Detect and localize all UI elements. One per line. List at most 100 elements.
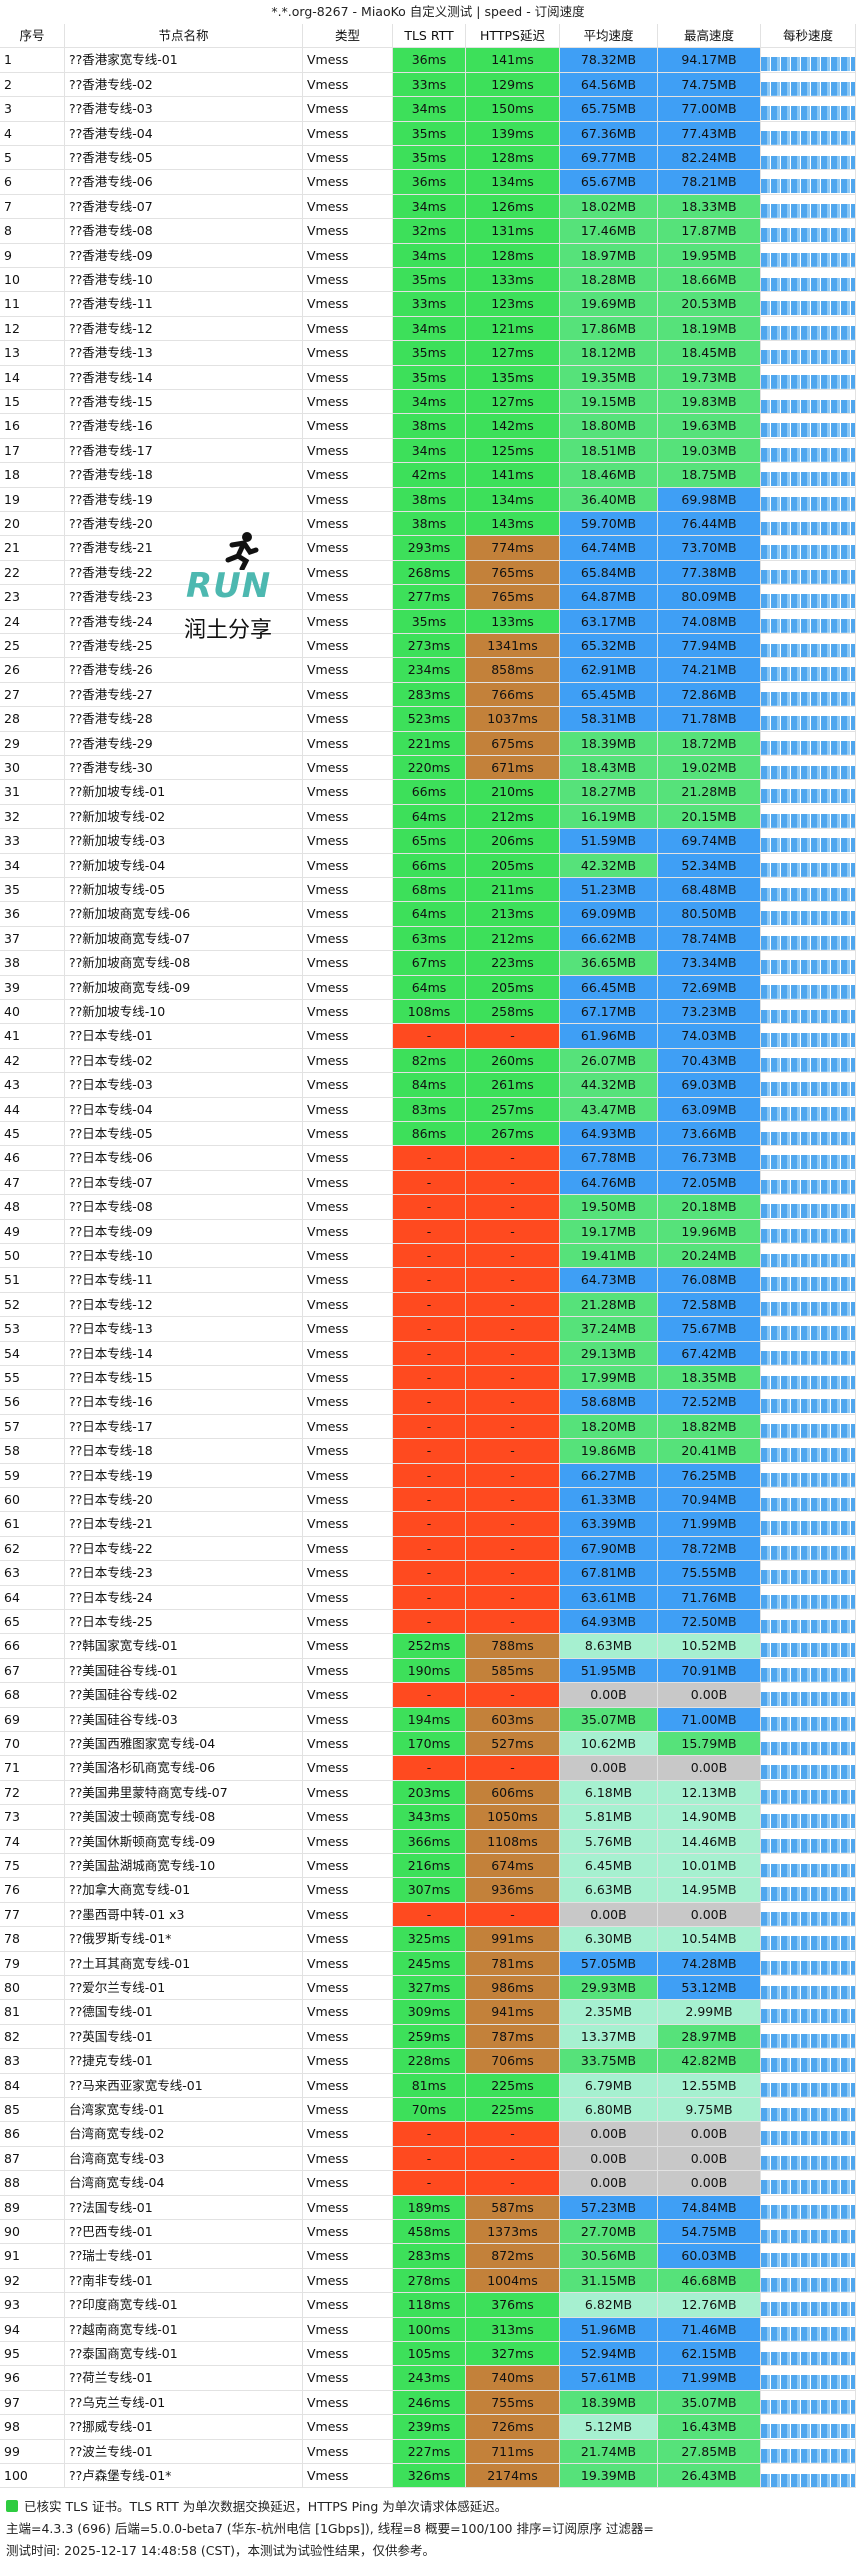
max-speed: 75.67MB — [658, 1317, 761, 1342]
max-speed: 76.44MB — [658, 512, 761, 537]
avg-speed: 27.70MB — [560, 2220, 658, 2245]
row-number: 80 — [0, 1976, 65, 2001]
avg-speed: 59.70MB — [560, 512, 658, 537]
tls-rtt: 38ms — [393, 487, 466, 512]
max-speed: 74.28MB — [658, 1951, 761, 1976]
protocol: Vmess — [303, 2293, 393, 2318]
max-speed: 78.21MB — [658, 170, 761, 195]
tls-rtt: 293ms — [393, 536, 466, 561]
tls-rtt: 366ms — [393, 1829, 466, 1854]
https-latency: 986ms — [466, 1976, 560, 2001]
avg-speed: 51.95MB — [560, 1658, 658, 1684]
node-name: ??俄罗斯专线-01* — [65, 1927, 303, 1952]
max-speed: 63.09MB — [658, 1097, 761, 1122]
protocol: Vmess — [303, 1756, 393, 1781]
row-number: 59 — [0, 1463, 65, 1488]
speed-sparkline — [761, 1488, 856, 1513]
speed-sparkline — [761, 292, 856, 317]
row-number: 30 — [0, 756, 65, 781]
avg-speed: 66.45MB — [560, 975, 658, 1000]
protocol: Vmess — [303, 756, 393, 781]
protocol: Vmess — [303, 487, 393, 512]
node-name: ??美国硅谷专线-01 — [65, 1658, 303, 1684]
speed-sparkline — [761, 1146, 856, 1171]
row-number: 10 — [0, 268, 65, 293]
protocol: Vmess — [303, 414, 393, 439]
tls-rtt: 220ms — [393, 756, 466, 781]
row-number: 67 — [0, 1658, 65, 1684]
https-latency: 225ms — [466, 2098, 560, 2123]
row-number: 68 — [0, 1683, 65, 1708]
tls-rtt: 343ms — [393, 1805, 466, 1830]
avg-speed: 13.37MB — [560, 2024, 658, 2050]
tls-rtt: 66ms — [393, 780, 466, 805]
https-latency: 2174ms — [466, 2464, 560, 2489]
row-number: 19 — [0, 487, 65, 512]
speed-sparkline — [761, 731, 856, 756]
footer-note: 已核实 TLS 证书。TLS RTT 为单次数据交换延迟，HTTPS Ping … — [6, 2496, 507, 2515]
protocol: Vmess — [303, 1683, 393, 1708]
avg-speed: 51.96MB — [560, 2317, 658, 2342]
tls-rtt: 32ms — [393, 219, 466, 244]
row-number: 14 — [0, 365, 65, 390]
row-number: 86 — [0, 2122, 65, 2147]
avg-speed: 67.78MB — [560, 1146, 658, 1171]
tls-rtt: 203ms — [393, 1780, 466, 1806]
speed-sparkline — [761, 1780, 856, 1806]
node-name: ??香港专线-10 — [65, 268, 303, 293]
max-speed: 35.07MB — [658, 2390, 761, 2416]
protocol: Vmess — [303, 72, 393, 98]
row-number: 33 — [0, 829, 65, 854]
row-number: 92 — [0, 2268, 65, 2294]
node-name: 台湾商宽专线-03 — [65, 2146, 303, 2172]
https-latency: 121ms — [466, 316, 560, 342]
row-number: 82 — [0, 2024, 65, 2050]
tls-rtt: 64ms — [393, 804, 466, 830]
node-name: ??马来西亚家宽专线-01 — [65, 2073, 303, 2098]
https-latency: 941ms — [466, 2000, 560, 2025]
max-speed: 78.72MB — [658, 1536, 761, 1562]
protocol: Vmess — [303, 707, 393, 732]
node-name: ??新加坡商宽专线-09 — [65, 975, 303, 1000]
tls-rtt: 118ms — [393, 2293, 466, 2318]
node-name: ??香港专线-09 — [65, 243, 303, 268]
protocol: Vmess — [303, 243, 393, 268]
https-latency: 313ms — [466, 2317, 560, 2342]
column-header: 节点名称 — [65, 24, 303, 49]
avg-speed: 19.41MB — [560, 1244, 658, 1269]
avg-speed: 67.81MB — [560, 1561, 658, 1586]
avg-speed: 42.32MB — [560, 853, 658, 878]
max-speed: 14.46MB — [658, 1829, 761, 1854]
column-header: 平均速度 — [560, 24, 658, 49]
https-latency: 134ms — [466, 170, 560, 195]
speed-sparkline — [761, 829, 856, 854]
protocol: Vmess — [303, 438, 393, 464]
tls-rtt: - — [393, 1439, 466, 1464]
max-speed: 54.75MB — [658, 2220, 761, 2245]
protocol: Vmess — [303, 1610, 393, 1635]
max-speed: 0.00B — [658, 2171, 761, 2196]
tls-rtt: 108ms — [393, 1000, 466, 1025]
node-name: ??日本专线-18 — [65, 1439, 303, 1464]
max-speed: 19.63MB — [658, 414, 761, 439]
footer-line: 主端=4.3.3 (696) 后端=5.0.0-beta7 (华东-杭州电信 [… — [6, 2521, 654, 2536]
protocol: Vmess — [303, 2146, 393, 2172]
row-number: 48 — [0, 1195, 65, 1220]
logo-mark: RUN — [186, 566, 272, 606]
max-speed: 46.68MB — [658, 2268, 761, 2294]
tls-rtt: - — [393, 2146, 466, 2172]
tls-rtt: 227ms — [393, 2439, 466, 2464]
https-latency: - — [466, 1536, 560, 1562]
protocol: Vmess — [303, 1829, 393, 1854]
max-speed: 71.78MB — [658, 707, 761, 732]
tls-rtt: - — [393, 1366, 466, 1391]
speed-sparkline — [761, 804, 856, 830]
protocol: Vmess — [303, 658, 393, 683]
speed-sparkline — [761, 1219, 856, 1244]
https-latency: 781ms — [466, 1951, 560, 1976]
max-speed: 82.24MB — [658, 146, 761, 171]
speed-sparkline — [761, 1122, 856, 1147]
tls-rtt: 228ms — [393, 2049, 466, 2074]
row-number: 62 — [0, 1536, 65, 1562]
tls-rtt: - — [393, 1390, 466, 1415]
